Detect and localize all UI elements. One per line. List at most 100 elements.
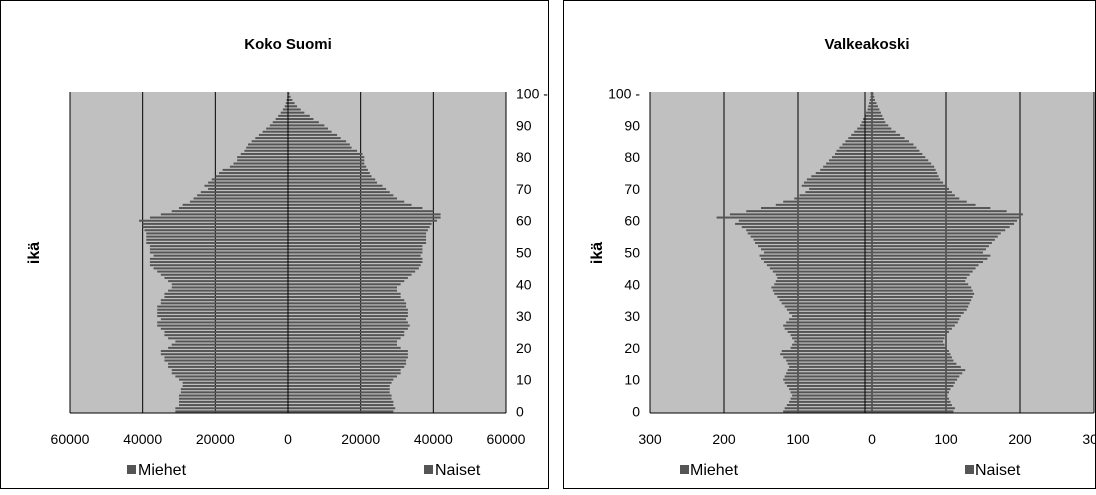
bar-miehet-age-26	[784, 327, 872, 330]
bar-miehet-age-54	[753, 238, 872, 241]
bar-miehet-age-57	[746, 229, 872, 232]
bar-miehet-age-25	[164, 330, 288, 333]
bar-naiset-age-15	[288, 362, 407, 365]
bar-naiset-age-23	[872, 337, 945, 340]
y-tick-label: 30	[624, 308, 640, 324]
bar-miehet-age-65	[182, 203, 288, 206]
bar-naiset-age-49	[288, 254, 421, 257]
bar-naiset-age-87	[288, 133, 338, 136]
bar-miehet-age-76	[222, 168, 288, 171]
chart-title: Valkeakoski	[824, 36, 909, 53]
bar-miehet-age-77	[229, 165, 288, 168]
bar-miehet-age-51	[149, 248, 288, 251]
bar-miehet-age-20	[790, 346, 872, 349]
bar-naiset-age-47	[288, 261, 423, 264]
bar-miehet-age-85	[845, 140, 872, 143]
bar-miehet-age-44	[772, 270, 872, 273]
bar-naiset-age-22	[288, 340, 397, 343]
bar-miehet-age-74	[215, 175, 288, 178]
bar-miehet-age-63	[746, 210, 872, 213]
bar-miehet-age-29	[789, 318, 872, 321]
y-tick-label: 100 -	[516, 86, 548, 102]
bar-naiset-age-48	[872, 257, 988, 260]
legend-swatch-naiset	[965, 465, 974, 474]
bar-naiset-age-90	[288, 124, 325, 127]
bar-naiset-age-71	[872, 184, 946, 187]
bar-miehet-age-1	[784, 407, 872, 410]
bar-naiset-age-14	[288, 365, 405, 368]
bar-naiset-age-17	[288, 356, 408, 359]
bar-naiset-age-61	[872, 216, 1020, 219]
bar-naiset-age-92	[872, 118, 884, 121]
bar-miehet-age-55	[146, 235, 288, 238]
bar-naiset-age-39	[288, 286, 397, 289]
bar-naiset-age-33	[872, 305, 969, 308]
bar-naiset-age-66	[288, 200, 405, 203]
bar-miehet-age-74	[811, 175, 872, 178]
bar-naiset-age-62	[872, 213, 1023, 216]
bar-naiset-age-29	[288, 318, 407, 321]
bars	[716, 92, 1023, 413]
bar-miehet-age-36	[164, 296, 288, 298]
bar-miehet-age-35	[160, 299, 288, 302]
bar-miehet-age-37	[774, 292, 872, 295]
bar-naiset-age-74	[288, 175, 372, 178]
y-tick-label: 30	[516, 308, 532, 324]
bar-naiset-age-13	[872, 369, 966, 372]
bar-naiset-age-61	[288, 216, 441, 219]
x-tick-label: 200	[1008, 431, 1032, 447]
bar-naiset-age-95	[872, 108, 880, 111]
bar-miehet-age-94	[866, 111, 872, 114]
legend-swatch-miehet	[680, 465, 689, 474]
bar-miehet-age-60	[738, 219, 872, 222]
bar-naiset-age-53	[872, 241, 992, 244]
bar-miehet-age-59	[142, 222, 288, 225]
bar-naiset-age-1	[288, 407, 396, 410]
bar-miehet-age-58	[142, 226, 288, 229]
bar-miehet-age-8	[786, 384, 872, 387]
bar-miehet-age-87	[258, 133, 288, 136]
bar-naiset-age-85	[288, 140, 347, 143]
bar-miehet-age-34	[781, 302, 872, 305]
bar-naiset-age-18	[288, 353, 408, 356]
bar-naiset-age-73	[872, 178, 941, 181]
bar-miehet-age-70	[208, 187, 288, 190]
bar-naiset-age-79	[872, 159, 929, 162]
bar-naiset-age-55	[872, 235, 998, 238]
bar-naiset-age-76	[288, 168, 368, 171]
bar-miehet-age-79	[829, 159, 872, 162]
y-tick-label: 50	[624, 245, 640, 261]
bar-miehet-age-13	[171, 369, 288, 372]
bar-miehet-age-31	[157, 311, 288, 314]
bar-miehet-age-21	[792, 343, 872, 346]
bar-miehet-age-10	[179, 378, 288, 381]
bar-miehet-age-17	[783, 356, 872, 359]
bar-miehet-age-17	[164, 356, 288, 359]
x-tick-label: 20000	[196, 431, 235, 447]
bar-miehet-age-69	[200, 191, 288, 194]
bar-naiset-age-80	[872, 156, 926, 159]
bar-naiset-age-73	[288, 178, 376, 181]
y-tick-label: 60	[516, 213, 532, 229]
bar-miehet-age-2	[179, 404, 288, 407]
bar-miehet-age-4	[179, 397, 288, 400]
bar-miehet-age-16	[164, 359, 288, 362]
x-tick-label: 40000	[414, 431, 453, 447]
bar-naiset-age-59	[872, 222, 1015, 225]
bar-naiset-age-14	[872, 365, 961, 368]
bar-naiset-age-34	[288, 302, 407, 305]
bar-naiset-age-56	[872, 232, 1001, 235]
bar-miehet-age-51	[761, 248, 872, 251]
bar-naiset-age-85	[872, 140, 909, 143]
bar-naiset-age-75	[872, 172, 938, 175]
bar-naiset-age-52	[288, 245, 423, 248]
bar-miehet-age-88	[854, 130, 872, 133]
bar-naiset-age-3	[288, 400, 394, 403]
legend-swatch-miehet	[127, 465, 136, 474]
bar-naiset-age-0	[288, 410, 394, 413]
bar-miehet-age-80	[832, 156, 872, 159]
bar-miehet-age-63	[171, 210, 288, 213]
bar-miehet-age-61	[149, 216, 288, 219]
bar-miehet-age-28	[157, 321, 288, 324]
bar-naiset-age-37	[872, 292, 975, 295]
